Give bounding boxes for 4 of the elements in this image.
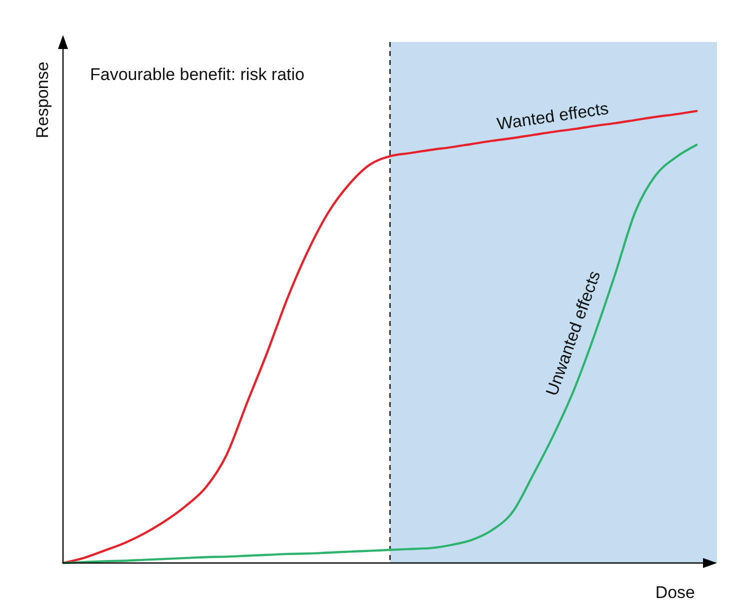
- x-axis-title: Dose: [655, 583, 695, 602]
- text: Wanted effects: [496, 98, 610, 134]
- y-axis-title: Response: [33, 62, 52, 138]
- chart-title: Favourable benefit: risk ratio: [90, 65, 304, 84]
